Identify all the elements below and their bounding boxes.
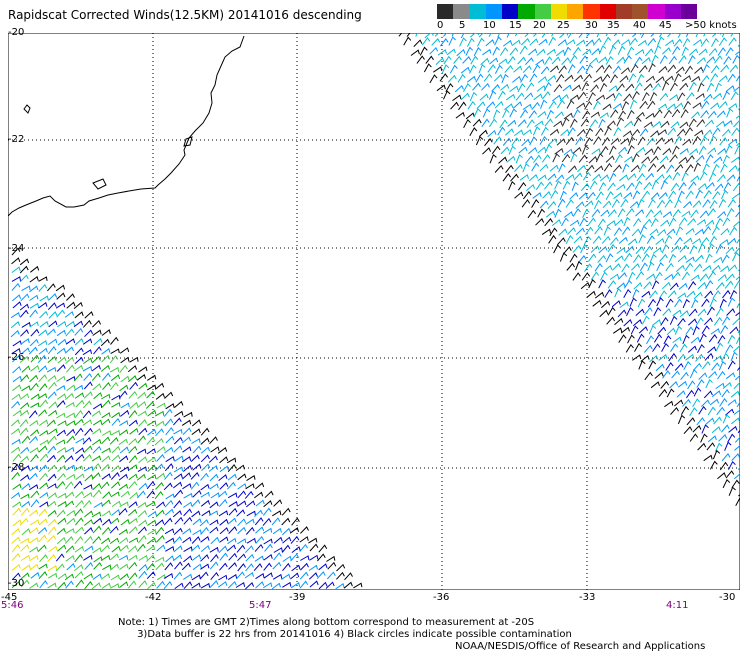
plot-frame — [8, 33, 740, 590]
lon-label: -42 — [145, 592, 162, 603]
lat-label: -30 — [8, 578, 25, 589]
wind-barbs-east-swath — [398, 33, 740, 507]
time-label: 4:11 — [666, 600, 689, 611]
footnote-line: 3)Data buffer is 22 hrs from 20141016 4)… — [118, 629, 572, 640]
lat-label: -20 — [8, 27, 25, 38]
lon-label: -36 — [433, 592, 450, 603]
colorbar-labels: 0 5 10 15 20 25 30 35 40 45 >50 knots — [437, 20, 737, 32]
colorbar-segment — [453, 4, 470, 19]
map-title: Rapidscat Corrected Winds(12.5KM) 201410… — [8, 8, 362, 22]
footnote-line: Note: 1) Times are GMT 2)Times along bot… — [118, 617, 535, 628]
colorbar-label: >50 knots — [685, 20, 737, 31]
wind-speed-colorbar — [437, 4, 697, 19]
colorbar-label: 25 — [557, 20, 570, 31]
colorbar-segment — [599, 4, 616, 19]
lat-label: -24 — [8, 243, 25, 254]
colorbar-segment — [502, 4, 519, 19]
colorbar-segment — [648, 4, 665, 19]
lon-label: -33 — [579, 592, 596, 603]
colorbar-label: 30 — [585, 20, 598, 31]
lon-label: -45 — [1, 592, 18, 603]
colorbar-segment — [632, 4, 649, 19]
time-label: 5:47 — [249, 600, 272, 611]
colorbar-segment — [485, 4, 502, 19]
colorbar-label: 15 — [509, 20, 522, 31]
lat-label: -26 — [8, 352, 25, 363]
coastline-island — [183, 136, 193, 147]
colorbar-segment — [664, 4, 681, 19]
coastline-island — [23, 104, 31, 114]
colorbar-label: 35 — [607, 20, 620, 31]
lat-label: -28 — [8, 462, 25, 473]
colorbar-segment — [469, 4, 486, 19]
lon-label: -30 — [719, 592, 736, 603]
colorbar-label: 20 — [533, 20, 546, 31]
wind-barbs-west-swath — [10, 247, 363, 590]
colorbar-segment — [518, 4, 535, 19]
lat-label: -22 — [8, 134, 25, 145]
credit: NOAA/NESDIS/Office of Research and Appli… — [455, 641, 706, 652]
colorbar-label: 5 — [459, 20, 466, 31]
colorbar-segment — [567, 4, 584, 19]
footnote: Note: 1) Times are GMT 2)Times along bot… — [118, 617, 572, 641]
colorbar-segment — [550, 4, 567, 19]
colorbar-segment — [615, 4, 632, 19]
colorbar-label: 45 — [659, 20, 672, 31]
grid-lines — [8, 33, 740, 590]
colorbar-label: 10 — [483, 20, 496, 31]
colorbar-segment — [583, 4, 600, 19]
colorbar-label: 0 — [437, 20, 444, 31]
wind-map-plot — [8, 33, 740, 590]
time-label: 5:46 — [1, 600, 24, 611]
colorbar-segment — [680, 4, 697, 19]
coastline-island — [92, 178, 107, 190]
colorbar-segment — [534, 4, 551, 19]
coastline — [8, 35, 245, 217]
lon-label: -39 — [289, 592, 306, 603]
colorbar-label: 40 — [633, 20, 646, 31]
colorbar-segment — [437, 4, 454, 19]
